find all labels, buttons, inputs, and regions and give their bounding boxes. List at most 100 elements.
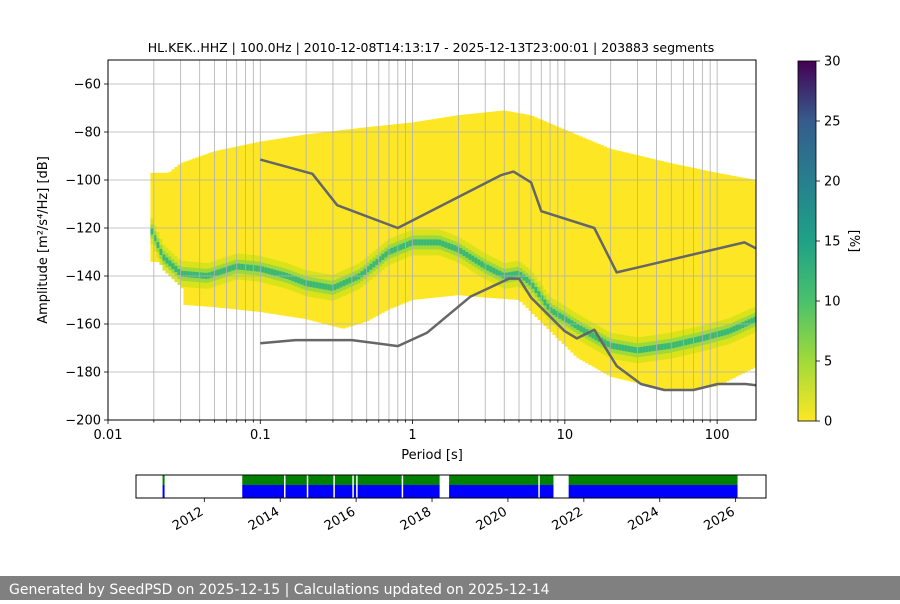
psd-column bbox=[495, 111, 499, 299]
psd-column bbox=[417, 121, 421, 300]
psd-band-core bbox=[546, 303, 550, 310]
psd-band-core bbox=[642, 346, 646, 353]
psd-column bbox=[612, 149, 616, 378]
psd-column bbox=[453, 115, 457, 296]
psd-band-core bbox=[267, 268, 271, 275]
psd-band-core bbox=[726, 328, 730, 335]
psd-band-core bbox=[672, 341, 676, 348]
psd-column bbox=[552, 124, 556, 336]
y-tick-label: −80 bbox=[74, 126, 101, 141]
timeline-tick-label: 2012 bbox=[170, 504, 206, 534]
psd-band-core bbox=[564, 316, 568, 323]
psd-band-core bbox=[477, 259, 481, 266]
psd-column bbox=[636, 155, 640, 384]
psd-column bbox=[162, 172, 166, 263]
psd-band-core bbox=[276, 270, 280, 277]
timeline-gap bbox=[401, 475, 404, 498]
psd-band-core bbox=[576, 323, 580, 330]
psd-column bbox=[312, 133, 316, 322]
psd-band-core bbox=[636, 347, 640, 354]
psd-column bbox=[210, 152, 214, 308]
psd-band-core bbox=[339, 281, 343, 288]
psd-band-core bbox=[348, 277, 352, 284]
psd-column bbox=[699, 169, 703, 389]
psd-band-core bbox=[201, 272, 205, 279]
psd-column bbox=[276, 138, 280, 315]
psd-band-core bbox=[372, 261, 376, 268]
psd-band-core bbox=[432, 239, 436, 246]
psd-band-core bbox=[411, 239, 415, 246]
psd-band-core bbox=[690, 337, 694, 344]
psd-band-core bbox=[183, 270, 187, 277]
timeline-available-segment bbox=[162, 485, 165, 498]
psd-band-core bbox=[378, 256, 382, 263]
psd-band-core bbox=[207, 272, 211, 279]
psd-column bbox=[531, 116, 535, 314]
psd-band-core bbox=[561, 314, 565, 321]
psd-column bbox=[717, 173, 721, 386]
psd-column bbox=[177, 164, 181, 264]
psd-column bbox=[381, 125, 385, 313]
psd-band-core bbox=[336, 282, 340, 289]
psd-column bbox=[171, 169, 175, 264]
psd-column bbox=[195, 157, 199, 306]
x-tick-label: 0.1 bbox=[250, 428, 271, 443]
psd-band-core bbox=[180, 270, 184, 277]
psd-column bbox=[468, 113, 472, 297]
psd-band-core bbox=[159, 248, 163, 255]
psd-band-core bbox=[363, 268, 367, 275]
psd-band-core bbox=[621, 344, 625, 351]
psd-band-core bbox=[249, 264, 253, 271]
psd-band-core bbox=[723, 329, 727, 336]
psd-band-core bbox=[264, 267, 268, 274]
noise-model-curves bbox=[259, 158, 756, 392]
psd-column bbox=[729, 175, 733, 380]
colorbar-tick-label: 0 bbox=[824, 415, 832, 430]
psd-band-core bbox=[210, 271, 214, 278]
psd-band-core bbox=[216, 269, 220, 276]
psd-band-core bbox=[615, 343, 619, 350]
psd-band-core bbox=[438, 239, 442, 246]
psd-column bbox=[357, 128, 361, 324]
psd-band-core bbox=[324, 283, 328, 290]
psd-band-core bbox=[291, 275, 295, 282]
psd-band-core bbox=[228, 265, 232, 272]
psd-column bbox=[264, 140, 268, 313]
psd-column bbox=[492, 111, 496, 299]
colorbar-tick-label: 25 bbox=[824, 115, 841, 130]
psd-band-core bbox=[666, 343, 670, 350]
psd-band-core bbox=[447, 243, 451, 250]
psd-band-core bbox=[573, 322, 577, 329]
psd-column bbox=[192, 158, 196, 306]
psd-column bbox=[480, 112, 484, 298]
psd-column bbox=[603, 146, 607, 374]
psd-column bbox=[180, 162, 184, 289]
psd-column bbox=[639, 155, 643, 384]
colorbar bbox=[797, 60, 817, 422]
psd-band-core bbox=[435, 239, 439, 246]
colorbar-tick-label: 20 bbox=[824, 175, 841, 190]
psd-column bbox=[576, 135, 580, 359]
psd-column bbox=[450, 116, 454, 296]
psd-band-core bbox=[678, 340, 682, 347]
psd-column bbox=[588, 140, 592, 366]
psd-band-core bbox=[741, 322, 745, 329]
colorbar-tick-label: 15 bbox=[824, 235, 841, 250]
psd-column bbox=[615, 150, 619, 379]
psd-column bbox=[303, 134, 307, 320]
psd-column bbox=[477, 113, 481, 298]
psd-band-core bbox=[408, 240, 412, 247]
psd-column bbox=[753, 179, 756, 368]
psd-band-core bbox=[459, 248, 463, 255]
psd-band-core bbox=[297, 277, 301, 284]
psd-band-core bbox=[519, 272, 523, 279]
psd-band-core bbox=[705, 334, 709, 341]
psd-column bbox=[600, 145, 604, 372]
psd-column bbox=[402, 123, 406, 304]
psd-band-core bbox=[516, 270, 520, 277]
psd-column bbox=[363, 127, 367, 323]
psd-column bbox=[543, 121, 547, 327]
psd-band-core bbox=[639, 346, 643, 353]
psd-band-core bbox=[351, 276, 355, 283]
psd-column bbox=[555, 126, 559, 338]
